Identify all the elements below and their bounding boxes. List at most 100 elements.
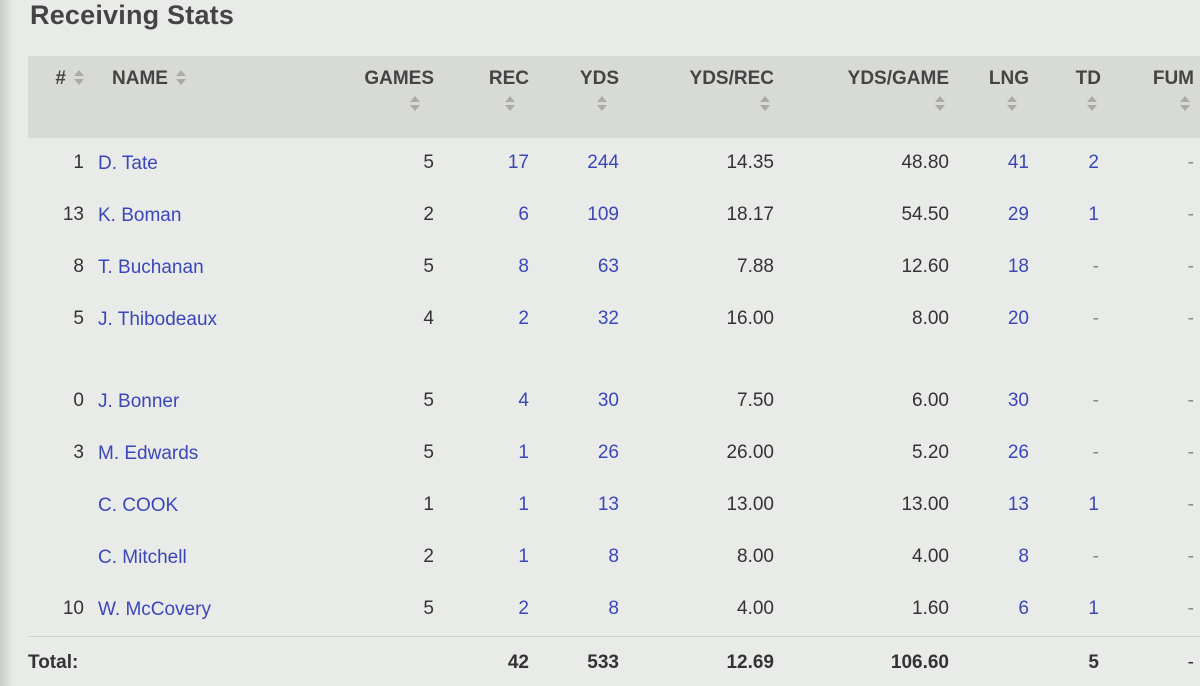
column-header-label: YDS/REC — [689, 68, 774, 89]
column-header-label: # — [55, 68, 66, 89]
column-header-yds-rec[interactable]: YDS/REC — [623, 56, 778, 138]
player-name-link[interactable]: K. Boman — [98, 205, 182, 226]
sort-icon[interactable] — [505, 96, 515, 112]
table-row: 8 T. Buchanan 5 8 63 7.88 12.60 18 - - — [28, 242, 1200, 294]
column-header-yds-game[interactable]: YDS/GAME — [778, 56, 953, 138]
td-cell: - — [1092, 546, 1099, 567]
fum-cell: - — [1187, 256, 1194, 277]
totals-games — [288, 635, 438, 683]
player-name-link[interactable]: W. McCovery — [98, 599, 211, 620]
fum-cell: - — [1187, 152, 1194, 173]
player-name-link[interactable]: J. Bonner — [98, 391, 180, 412]
column-header-fum[interactable]: FUM — [1113, 56, 1200, 138]
column-header-number[interactable]: # — [28, 56, 88, 138]
games-cell: 5 — [423, 442, 434, 463]
yds-link[interactable]: 109 — [587, 204, 619, 225]
sort-icon[interactable] — [74, 70, 84, 86]
yds-link[interactable]: 8 — [608, 598, 619, 619]
sort-icon[interactable] — [175, 70, 186, 86]
sort-icon[interactable] — [597, 96, 607, 112]
yds-game-cell: 5.20 — [912, 442, 949, 463]
rec-link[interactable]: 8 — [518, 256, 529, 277]
lng-link[interactable]: 18 — [1007, 256, 1029, 277]
receiving-stats-table: # NAME GAMES REC YDS YDS/REC YDS — [28, 56, 1200, 683]
player-name-link[interactable]: T. Buchanan — [98, 257, 204, 278]
column-header-label: YDS/GAME — [847, 68, 949, 89]
rec-link[interactable]: 2 — [518, 598, 529, 619]
left-edge-shadow — [0, 0, 14, 686]
lng-link[interactable]: 30 — [1007, 390, 1029, 411]
sort-icon[interactable] — [410, 96, 420, 112]
yds-game-cell: 13.00 — [901, 494, 949, 515]
td-link[interactable]: 2 — [1088, 152, 1099, 173]
yds-link[interactable]: 8 — [608, 546, 619, 567]
fum-cell: - — [1187, 390, 1194, 411]
games-cell: 4 — [423, 308, 434, 329]
games-cell: 5 — [423, 152, 434, 173]
yds-rec-cell: 4.00 — [737, 598, 774, 619]
fum-cell: - — [1187, 494, 1194, 515]
lng-link[interactable]: 13 — [1007, 494, 1029, 515]
lng-link[interactable]: 20 — [1007, 308, 1029, 329]
yds-rec-cell: 18.17 — [726, 204, 774, 225]
yds-link[interactable]: 13 — [597, 494, 619, 515]
td-link[interactable]: 1 — [1088, 494, 1099, 515]
yds-link[interactable]: 244 — [587, 152, 619, 173]
td-link[interactable]: 1 — [1088, 204, 1099, 225]
rec-link[interactable]: 1 — [518, 442, 529, 463]
column-header-label: NAME — [112, 68, 168, 89]
yds-link[interactable]: 26 — [597, 442, 619, 463]
totals-label: Total: — [28, 635, 288, 683]
player-number: 3 — [73, 442, 84, 463]
rec-link[interactable]: 2 — [518, 308, 529, 329]
rec-link[interactable]: 6 — [518, 204, 529, 225]
player-name-link[interactable]: C. Mitchell — [98, 547, 187, 568]
sort-icon[interactable] — [1180, 96, 1190, 112]
column-header-name[interactable]: NAME — [88, 56, 288, 138]
player-name-link[interactable]: C. COOK — [98, 495, 179, 516]
yds-link[interactable]: 63 — [597, 256, 619, 277]
totals-lng — [953, 635, 1033, 683]
lng-link[interactable]: 29 — [1007, 204, 1029, 225]
yds-game-cell: 12.60 — [901, 256, 949, 277]
player-number: 5 — [73, 308, 84, 329]
header-row: # NAME GAMES REC YDS YDS/REC YDS — [28, 56, 1200, 138]
yds-game-cell: 1.60 — [912, 598, 949, 619]
fum-cell: - — [1187, 598, 1194, 619]
rec-link[interactable]: 17 — [507, 152, 529, 173]
player-name-link[interactable]: J. Thibodeaux — [98, 309, 218, 330]
games-cell: 5 — [423, 256, 434, 277]
lng-link[interactable]: 26 — [1007, 442, 1029, 463]
player-number: 13 — [62, 204, 84, 225]
totals-yds-game: 106.60 — [778, 635, 953, 683]
td-cell: - — [1092, 442, 1099, 463]
player-name-link[interactable]: M. Edwards — [98, 443, 199, 464]
column-header-games[interactable]: GAMES — [288, 56, 438, 138]
sort-icon[interactable] — [760, 96, 770, 112]
table-row: C. COOK 1 1 13 13.00 13.00 13 1 - — [28, 480, 1200, 532]
games-cell: 5 — [423, 390, 434, 411]
yds-rec-cell: 13.00 — [726, 494, 774, 515]
column-header-td[interactable]: TD — [1033, 56, 1113, 138]
lng-link[interactable]: 41 — [1007, 152, 1029, 173]
sort-icon[interactable] — [1007, 96, 1017, 112]
fum-cell: - — [1187, 308, 1194, 329]
td-link[interactable]: 1 — [1088, 598, 1099, 619]
rec-link[interactable]: 4 — [518, 390, 529, 411]
column-header-yds[interactable]: YDS — [533, 56, 623, 138]
sort-icon[interactable] — [935, 96, 945, 112]
yds-link[interactable]: 32 — [597, 308, 619, 329]
player-name-link[interactable]: D. Tate — [98, 153, 158, 174]
column-header-rec[interactable]: REC — [438, 56, 533, 138]
column-header-lng[interactable]: LNG — [953, 56, 1033, 138]
rec-link[interactable]: 1 — [518, 546, 529, 567]
yds-link[interactable]: 30 — [597, 390, 619, 411]
sort-icon[interactable] — [1087, 96, 1097, 112]
lng-link[interactable]: 6 — [1018, 598, 1029, 619]
totals-row: Total: 42 533 12.69 106.60 5 - — [28, 635, 1200, 683]
yds-rec-cell: 26.00 — [726, 442, 774, 463]
yds-rec-cell: 14.35 — [726, 152, 774, 173]
games-cell: 2 — [423, 204, 434, 225]
lng-link[interactable]: 8 — [1018, 546, 1029, 567]
rec-link[interactable]: 1 — [518, 494, 529, 515]
